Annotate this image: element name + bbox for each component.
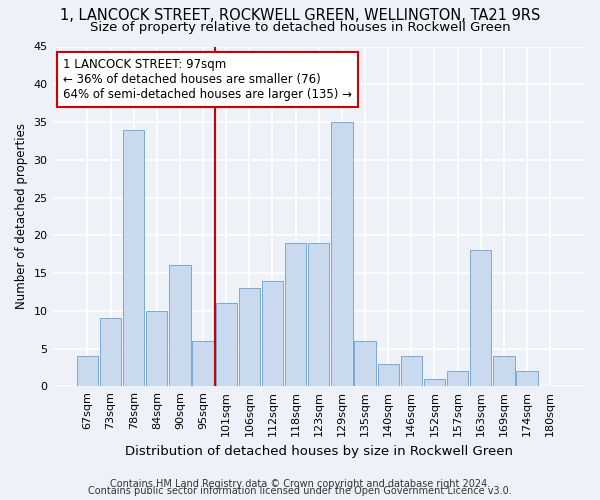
Bar (146, 311, 167, 386)
Bar (285, 243, 306, 386)
Text: Contains public sector information licensed under the Open Government Licence v3: Contains public sector information licen… (88, 486, 512, 496)
Bar (424, 379, 445, 386)
Bar (377, 364, 399, 386)
Bar (169, 266, 191, 386)
Bar (308, 243, 329, 386)
Bar (470, 250, 491, 386)
Bar (517, 371, 538, 386)
Bar (262, 280, 283, 386)
Bar (239, 288, 260, 386)
Bar (447, 371, 468, 386)
Bar (123, 130, 145, 386)
Bar (77, 356, 98, 386)
Bar (493, 356, 515, 386)
Bar (193, 341, 214, 386)
Bar (100, 318, 121, 386)
Text: 1, LANCOCK STREET, ROCKWELL GREEN, WELLINGTON, TA21 9RS: 1, LANCOCK STREET, ROCKWELL GREEN, WELLI… (60, 8, 540, 22)
Bar (401, 356, 422, 386)
Text: Size of property relative to detached houses in Rockwell Green: Size of property relative to detached ho… (89, 21, 511, 34)
X-axis label: Distribution of detached houses by size in Rockwell Green: Distribution of detached houses by size … (125, 444, 513, 458)
Bar (355, 341, 376, 386)
Y-axis label: Number of detached properties: Number of detached properties (15, 124, 28, 310)
Bar (331, 122, 353, 386)
Text: Contains HM Land Registry data © Crown copyright and database right 2024.: Contains HM Land Registry data © Crown c… (110, 479, 490, 489)
Bar (215, 303, 237, 386)
Text: 1 LANCOCK STREET: 97sqm
← 36% of detached houses are smaller (76)
64% of semi-de: 1 LANCOCK STREET: 97sqm ← 36% of detache… (63, 58, 352, 102)
